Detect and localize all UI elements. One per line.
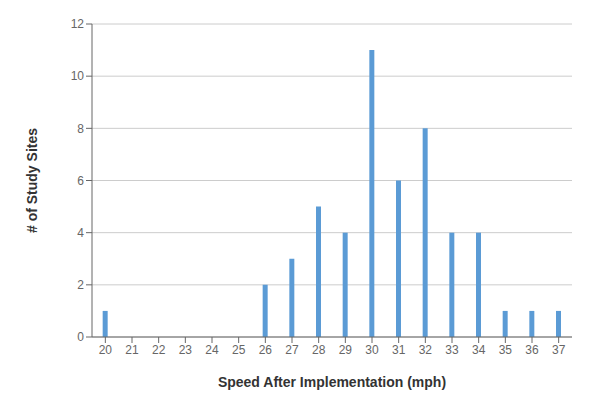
svg-text:35: 35	[499, 343, 513, 357]
svg-text:21: 21	[125, 343, 139, 357]
svg-text:37: 37	[552, 343, 566, 357]
svg-text:31: 31	[392, 343, 406, 357]
svg-text:30: 30	[365, 343, 379, 357]
svg-text:32: 32	[419, 343, 433, 357]
svg-text:8: 8	[77, 122, 84, 136]
svg-text:25: 25	[232, 343, 246, 357]
svg-text:28: 28	[312, 343, 326, 357]
svg-text:29: 29	[339, 343, 353, 357]
svg-text:26: 26	[259, 343, 273, 357]
svg-text:0: 0	[77, 330, 84, 344]
svg-text:10: 10	[71, 69, 85, 83]
svg-text:27: 27	[285, 343, 299, 357]
svg-text:Speed After Implementation (mp: Speed After Implementation (mph)	[218, 374, 446, 390]
svg-text:22: 22	[152, 343, 166, 357]
svg-text:4: 4	[77, 226, 84, 240]
svg-text:# of Study Sites: # of Study Sites	[24, 128, 40, 233]
svg-text:24: 24	[205, 343, 219, 357]
svg-text:23: 23	[179, 343, 193, 357]
svg-text:34: 34	[472, 343, 486, 357]
svg-text:36: 36	[525, 343, 539, 357]
svg-text:20: 20	[99, 343, 113, 357]
svg-text:33: 33	[445, 343, 459, 357]
svg-text:2: 2	[77, 278, 84, 292]
svg-text:6: 6	[77, 174, 84, 188]
svg-text:12: 12	[71, 17, 85, 31]
